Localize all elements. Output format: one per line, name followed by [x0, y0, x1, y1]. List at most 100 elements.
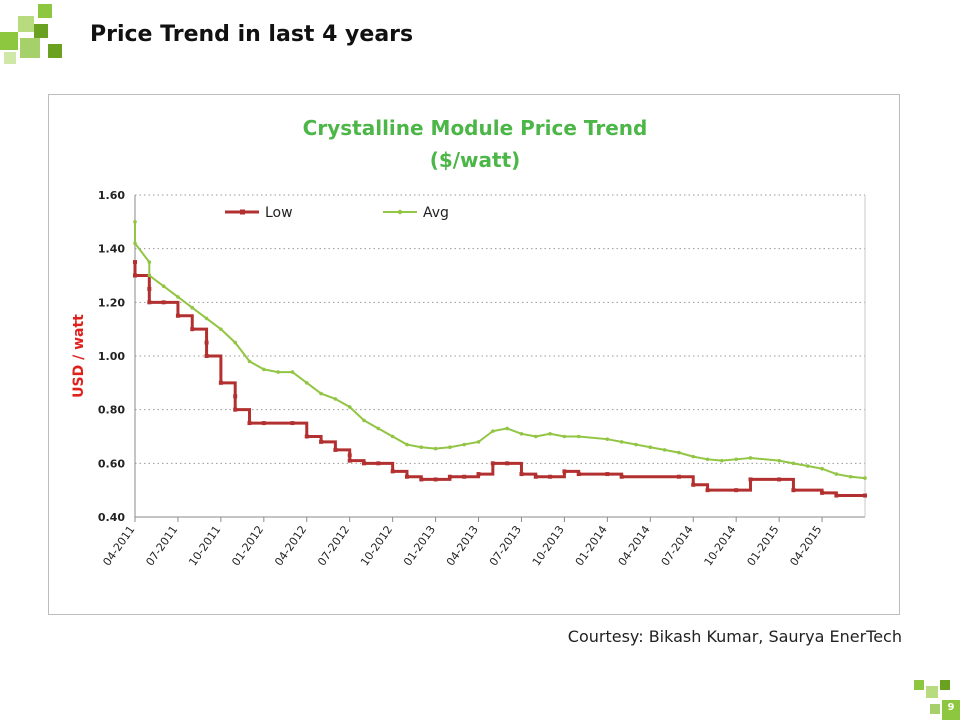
data-point-low	[676, 474, 681, 479]
data-point-avg	[820, 466, 824, 471]
data-point-low	[218, 380, 223, 385]
data-point-low	[419, 477, 424, 482]
data-point-low	[204, 354, 209, 358]
data-point-low	[161, 300, 166, 305]
data-point-low	[462, 474, 467, 479]
data-point-avg	[347, 405, 352, 409]
logo-square	[914, 680, 924, 690]
data-point-avg	[247, 359, 252, 364]
data-point-low	[333, 447, 338, 452]
chart-title: Crystalline Module Price Trend	[303, 116, 648, 140]
x-tick-label: 04-2013	[444, 523, 481, 568]
data-point-low	[734, 488, 739, 493]
data-point-avg	[448, 445, 452, 450]
data-point-low	[619, 474, 624, 479]
data-point-avg	[576, 434, 581, 439]
bottom-right-logo	[912, 678, 960, 720]
series-line-avg	[134, 221, 866, 480]
data-point-low	[548, 474, 553, 479]
data-point-avg	[290, 370, 295, 374]
x-tick-label: 01-2012	[229, 523, 266, 568]
data-point-low	[476, 472, 481, 477]
data-point-low	[490, 461, 495, 466]
courtesy-note: Courtesy: Bikash Kumar, Saurya EnerTech	[567, 627, 902, 646]
data-point-low	[133, 260, 137, 265]
top-left-logo	[0, 0, 72, 64]
data-point-low	[233, 407, 238, 412]
data-point-avg	[190, 305, 195, 310]
chart-frame: Crystalline Module Price Trend ($/watt) …	[48, 94, 900, 615]
data-point-avg	[462, 442, 467, 447]
data-point-low	[319, 439, 324, 444]
data-point-avg	[662, 448, 667, 452]
data-point-low	[863, 493, 867, 498]
data-point-avg	[834, 472, 839, 476]
data-point-low	[175, 313, 180, 318]
data-point-avg	[405, 442, 409, 447]
grid-lines	[135, 194, 865, 464]
chart-subtitle: ($/watt)	[430, 148, 521, 172]
data-point-avg	[433, 446, 438, 451]
logo-square	[34, 24, 48, 38]
data-point-low	[347, 458, 352, 463]
x-tick-label: 04-2015	[788, 523, 825, 568]
data-point-avg	[677, 450, 681, 455]
data-point-low	[247, 421, 252, 426]
data-point-low	[505, 461, 510, 466]
data-point-low	[404, 474, 409, 479]
data-point-avg	[419, 445, 424, 450]
logo-square	[942, 700, 960, 720]
data-point-low	[362, 461, 367, 466]
data-point-avg	[705, 457, 710, 462]
data-point-avg	[805, 464, 810, 468]
data-point-avg	[147, 273, 152, 278]
page-number: 9	[947, 702, 955, 713]
data-point-low	[447, 474, 452, 479]
data-point-avg	[691, 454, 696, 459]
data-point-avg	[476, 440, 481, 444]
y-tick-label: 0.80	[98, 404, 125, 417]
data-point-low	[748, 477, 753, 482]
data-point-low	[777, 477, 782, 482]
y-axis-label: USD / watt	[71, 314, 87, 398]
x-tick-label: 04-2012	[272, 523, 309, 568]
data-point-avg	[734, 457, 738, 462]
data-point-low	[576, 472, 581, 477]
data-point-avg	[519, 432, 524, 436]
data-point-low	[533, 474, 538, 479]
data-point-low	[605, 472, 610, 477]
data-point-low	[147, 300, 152, 305]
data-point-avg	[319, 391, 323, 396]
data-point-avg	[333, 397, 338, 401]
logo-square	[930, 704, 940, 714]
data-point-avg	[648, 445, 653, 450]
x-tick-label: 07-2012	[315, 523, 352, 568]
logo-square	[926, 686, 938, 698]
data-point-low	[190, 327, 195, 332]
price-trend-chart: Crystalline Module Price Trend ($/watt) …	[71, 116, 867, 568]
x-tick-label: 10-2014	[702, 523, 739, 568]
data-point-avg	[848, 474, 853, 479]
data-point-low	[705, 488, 710, 493]
logo-square	[4, 52, 16, 64]
data-point-avg	[863, 476, 867, 480]
series-line-low	[133, 262, 865, 498]
data-point-low	[147, 286, 152, 291]
x-tick-label: 07-2014	[659, 523, 696, 568]
data-point-avg	[548, 432, 552, 436]
data-point-avg	[720, 458, 724, 463]
series-layer	[133, 220, 867, 498]
y-tick-label: 1.00	[98, 350, 125, 363]
data-point-low	[519, 472, 524, 477]
data-point-low	[261, 421, 266, 426]
x-tick-label: 10-2011	[186, 523, 223, 568]
data-point-avg	[362, 418, 366, 423]
data-point-low	[376, 461, 381, 466]
data-point-avg	[777, 458, 781, 463]
data-point-avg	[133, 220, 137, 224]
data-point-avg	[376, 426, 381, 431]
data-point-low	[691, 482, 696, 487]
legend-label-avg: Avg	[423, 205, 449, 221]
data-point-low	[133, 273, 137, 278]
logo-square	[20, 38, 40, 58]
